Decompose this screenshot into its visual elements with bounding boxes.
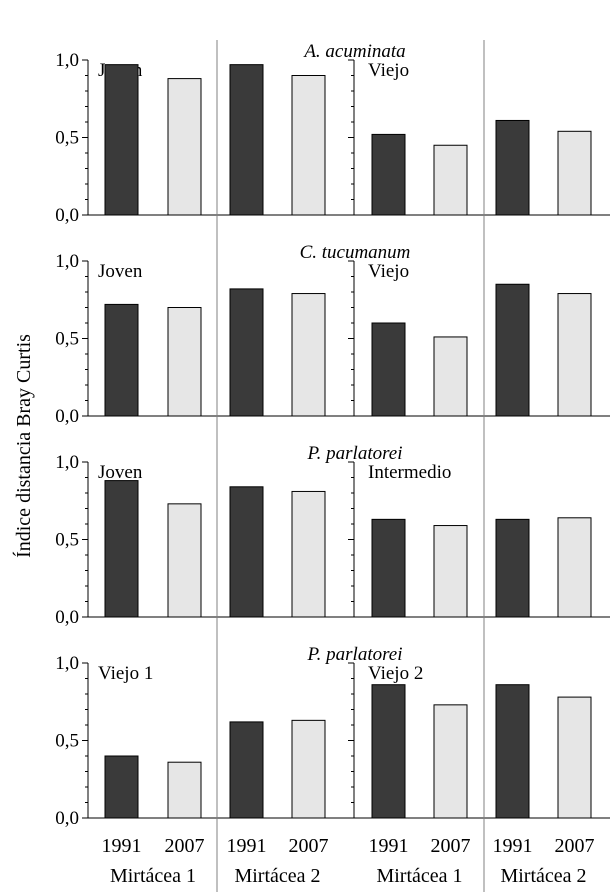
y-tick-label: 0,0 bbox=[55, 607, 79, 628]
bar-2007 bbox=[557, 696, 592, 819]
panel-label: Viejo bbox=[368, 60, 409, 81]
panel-2-2: Viejo bbox=[348, 260, 610, 417]
y-tick-label: 0,5 bbox=[55, 530, 79, 551]
bar-2007 bbox=[433, 704, 468, 819]
x-tick-label: 1991 bbox=[369, 835, 409, 857]
bar-2007 bbox=[557, 293, 592, 417]
bar-1991 bbox=[371, 322, 406, 417]
panel-label: Joven bbox=[98, 261, 143, 282]
x-tick-label: 2007 bbox=[289, 835, 329, 857]
bar-1991 bbox=[371, 518, 406, 618]
panel-3-1: 0,0 0,5 1,0 Joven bbox=[55, 452, 356, 628]
x-tick-label: 1991 bbox=[102, 835, 142, 857]
row-title: A. acuminata bbox=[302, 41, 405, 62]
bar-1991 bbox=[229, 486, 264, 618]
bar-1991 bbox=[229, 64, 264, 216]
panel-label: Joven bbox=[98, 462, 143, 483]
bar-1991 bbox=[371, 684, 406, 819]
y-tick-label: 0,0 bbox=[55, 406, 79, 427]
panel-2-1: 0,0 0,5 1,0 Joven bbox=[55, 251, 356, 427]
bar-1991 bbox=[104, 480, 139, 618]
bar-1991 bbox=[495, 119, 530, 216]
bar-2007 bbox=[557, 130, 592, 216]
bar-2007 bbox=[167, 503, 202, 618]
bar-1991 bbox=[104, 755, 139, 819]
panel-1-2: Viejo bbox=[348, 59, 610, 216]
bar-2007 bbox=[167, 78, 202, 216]
panel-4-2: Viejo 2 bbox=[348, 662, 610, 819]
bar-1991 bbox=[495, 283, 530, 417]
panel-label: Viejo bbox=[368, 261, 409, 282]
bar-1991 bbox=[229, 721, 264, 819]
bar-2007 bbox=[433, 144, 468, 216]
x-tick-label: 2007 bbox=[555, 835, 595, 857]
bar-2007 bbox=[433, 525, 468, 618]
x-tick-label: 1991 bbox=[493, 835, 533, 857]
group-label: Mirtácea 2 bbox=[500, 865, 586, 887]
bar-1991 bbox=[104, 64, 139, 216]
x-axis-labels: 1991 2007 Mirtácea 1 1991 2007 Mirtácea 2 1991… bbox=[102, 835, 595, 887]
y-tick-label: 0,5 bbox=[55, 731, 79, 752]
y-tick-label: 1,0 bbox=[55, 653, 79, 674]
bar-2007 bbox=[167, 761, 202, 819]
panel-4-1: 0,0 0,5 1,0 Viejo 1 bbox=[55, 653, 356, 829]
bar-1991 bbox=[495, 684, 530, 819]
y-tick-label: 1,0 bbox=[55, 251, 79, 272]
y-tick-label: 0,5 bbox=[55, 128, 79, 149]
chart-row-4: P. parlatorei 0,0 0,5 1,0 Viejo 1 Viejo 2 bbox=[55, 644, 610, 829]
row-title: P. parlatorei bbox=[306, 644, 402, 665]
bar-2007 bbox=[291, 293, 326, 417]
bar-1991 bbox=[371, 133, 406, 216]
y-tick-label: 1,0 bbox=[55, 50, 79, 71]
row-title: C. tucumanum bbox=[300, 242, 411, 263]
x-tick-label: 1991 bbox=[227, 835, 267, 857]
chart-row-3: P. parlatorei 0,0 0,5 1,0 Joven Intermedio bbox=[55, 443, 610, 628]
panel-3-2: Intermedio bbox=[348, 461, 610, 618]
panel-label: Viejo 2 bbox=[368, 663, 423, 684]
x-tick-label: 2007 bbox=[431, 835, 471, 857]
bar-2007 bbox=[167, 307, 202, 417]
group-label: Mirtácea 2 bbox=[234, 865, 320, 887]
bar-2007 bbox=[433, 336, 468, 417]
bar-2007 bbox=[291, 75, 326, 216]
chart-row-2: C. tucumanum 0,0 0,5 1,0 Joven Viejo bbox=[55, 242, 610, 427]
group-label: Mirtácea 1 bbox=[110, 865, 196, 887]
bar-1991 bbox=[495, 518, 530, 618]
y-tick-label: 0,0 bbox=[55, 205, 79, 226]
y-tick-label: 1,0 bbox=[55, 452, 79, 473]
bar-2007 bbox=[291, 719, 326, 819]
bar-1991 bbox=[104, 303, 139, 417]
bar-2007 bbox=[291, 490, 326, 618]
group-dividers bbox=[216, 40, 485, 892]
y-axis-label: Índice distancia Bray Curtis bbox=[12, 334, 35, 558]
bar-1991 bbox=[229, 288, 264, 417]
bar-2007 bbox=[557, 517, 592, 618]
panel-label: Intermedio bbox=[368, 462, 451, 483]
group-label: Mirtácea 1 bbox=[376, 865, 462, 887]
y-tick-label: 0,0 bbox=[55, 808, 79, 829]
x-tick-label: 2007 bbox=[165, 835, 205, 857]
row-title: P. parlatorei bbox=[306, 443, 402, 464]
panel-label: Viejo 1 bbox=[98, 663, 153, 684]
y-tick-label: 0,5 bbox=[55, 329, 79, 350]
